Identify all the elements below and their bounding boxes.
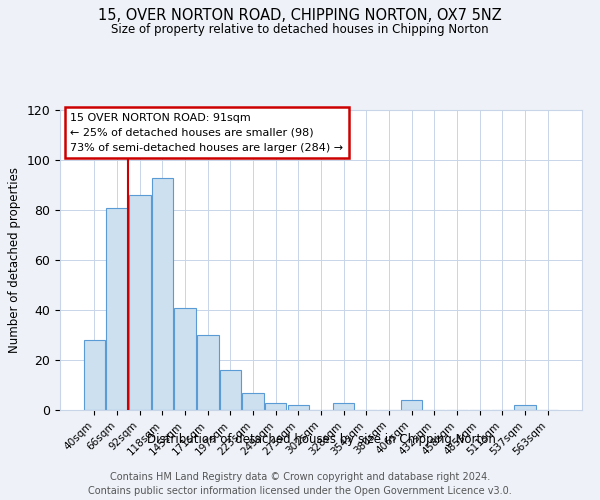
Bar <box>152 178 173 410</box>
Bar <box>287 405 309 410</box>
Bar <box>333 402 355 410</box>
Bar <box>106 208 128 410</box>
Text: Contains public sector information licensed under the Open Government Licence v3: Contains public sector information licen… <box>88 486 512 496</box>
Text: Size of property relative to detached houses in Chipping Norton: Size of property relative to detached ho… <box>111 22 489 36</box>
Bar <box>129 195 151 410</box>
Y-axis label: Number of detached properties: Number of detached properties <box>8 167 21 353</box>
Bar <box>401 400 422 410</box>
Bar <box>220 370 241 410</box>
Bar <box>84 340 105 410</box>
Bar <box>265 402 286 410</box>
Bar <box>242 392 264 410</box>
Bar <box>514 405 536 410</box>
Bar <box>197 335 218 410</box>
Text: Contains HM Land Registry data © Crown copyright and database right 2024.: Contains HM Land Registry data © Crown c… <box>110 472 490 482</box>
Text: Distribution of detached houses by size in Chipping Norton: Distribution of detached houses by size … <box>146 432 496 446</box>
Bar <box>175 308 196 410</box>
Text: 15, OVER NORTON ROAD, CHIPPING NORTON, OX7 5NZ: 15, OVER NORTON ROAD, CHIPPING NORTON, O… <box>98 8 502 22</box>
Text: 15 OVER NORTON ROAD: 91sqm
← 25% of detached houses are smaller (98)
73% of semi: 15 OVER NORTON ROAD: 91sqm ← 25% of deta… <box>70 113 344 152</box>
